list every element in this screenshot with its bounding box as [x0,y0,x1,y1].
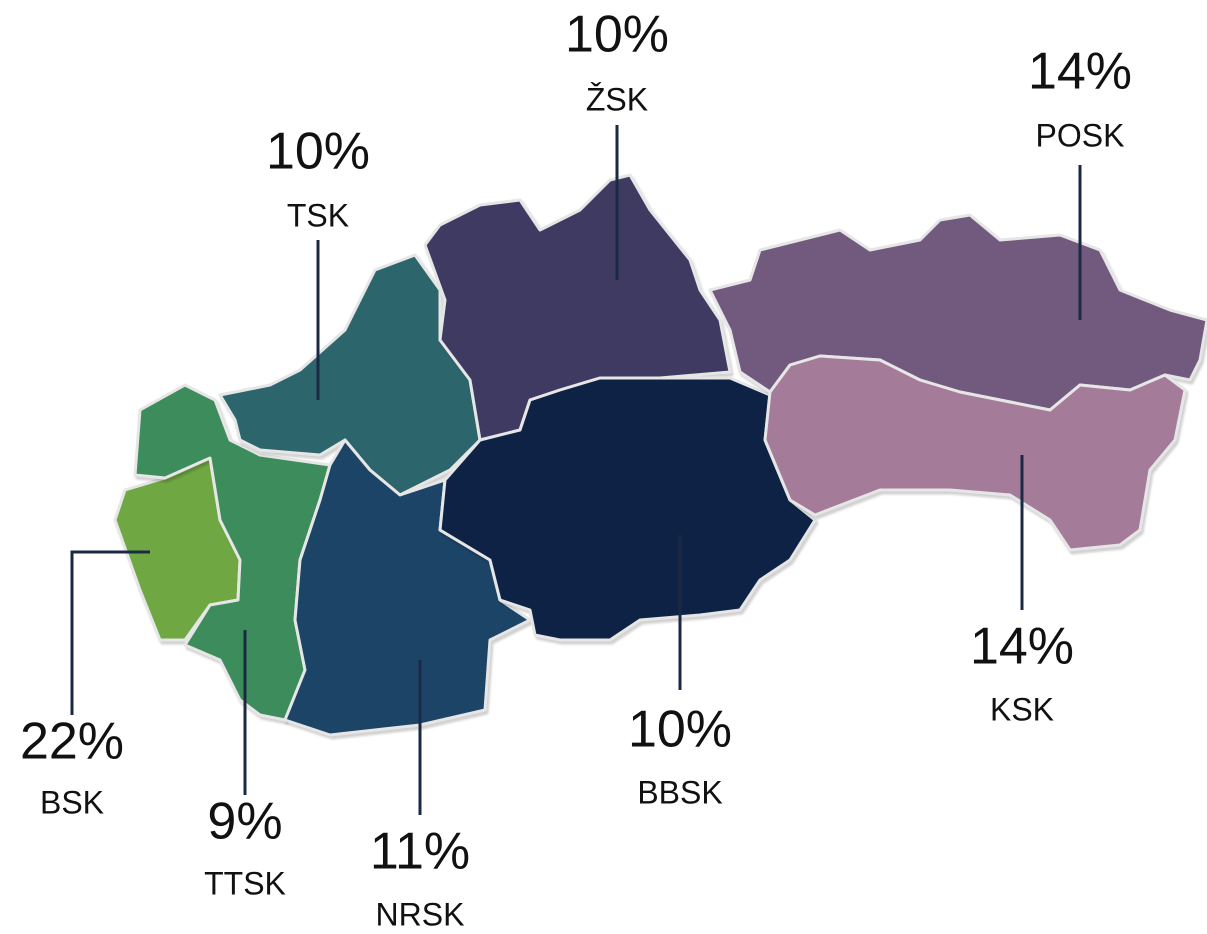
value-label: 14% [970,618,1074,676]
value-label: 10% [565,6,669,64]
leader-line [70,550,150,715]
region-label: TTSK [204,865,286,901]
value-label: 9% [207,793,282,851]
region-label: BSK [40,784,104,820]
region-label: KSK [990,691,1054,727]
region [438,376,817,642]
value-label: 10% [266,123,370,181]
region [423,173,732,442]
region [763,354,1187,552]
region-label: NRSK [376,896,465,932]
value-label: 14% [1028,43,1132,101]
region [133,383,332,722]
region-label: ŽSK [586,81,648,117]
value-label: 11% [370,823,470,881]
value-label: 22% [20,713,124,771]
region-label: BBSK [637,774,722,810]
value-label: 10% [628,701,732,759]
region [283,438,532,737]
region-label: POSK [1036,117,1125,153]
region-label: TSK [287,197,349,233]
